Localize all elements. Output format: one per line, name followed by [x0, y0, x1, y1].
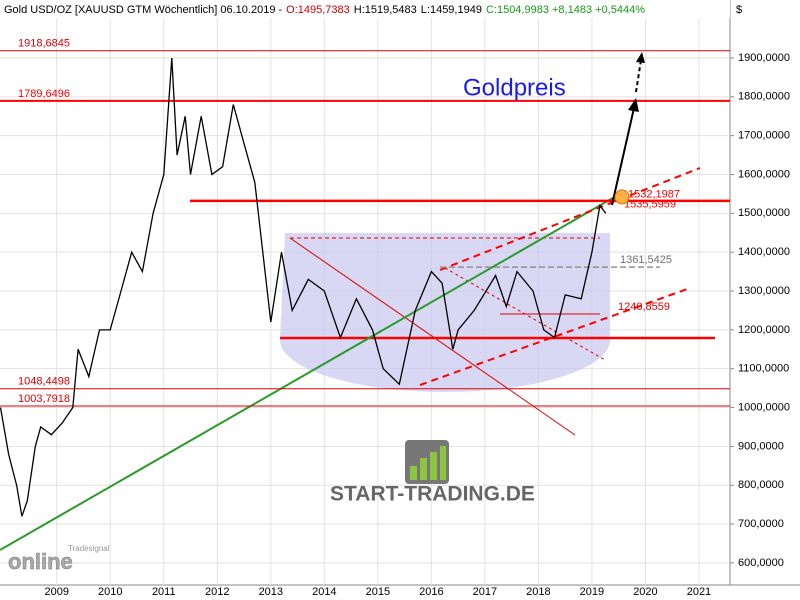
header-value: H:1519,5483	[354, 4, 417, 16]
trend-line	[289, 237, 576, 436]
y-tick-label: 1500,0000	[738, 207, 790, 219]
logo-icon	[410, 466, 417, 480]
arrow-head	[636, 52, 645, 63]
y-tick-label: 1200,0000	[738, 324, 790, 336]
y-tick-label: 1300,0000	[738, 285, 790, 297]
marker	[614, 189, 630, 205]
y-tick-label: 1800,0000	[738, 91, 790, 103]
header-value: L:1459,1949	[421, 4, 482, 16]
currency: $	[736, 4, 742, 16]
trend-line	[0, 194, 619, 551]
x-tick-label: 2016	[419, 586, 443, 598]
x-tick-label: 2014	[312, 586, 336, 598]
level-label: 1048,4498	[18, 376, 70, 388]
arrow	[611, 107, 635, 206]
header-bar	[0, 0, 730, 18]
x-tick-label: 2013	[259, 586, 283, 598]
header-title: Gold USD/OZ [XAUUSD GTM Wöchentlich] 06.…	[4, 4, 282, 16]
header-value: C:1504,9983 +8,1483 +0,5444%	[486, 4, 645, 16]
x-tick-label: 2012	[205, 586, 229, 598]
x-tick-label: 2018	[526, 586, 550, 598]
x-tick-label: 2017	[473, 586, 497, 598]
y-tick-label: 700,0000	[738, 518, 784, 530]
level-label: 1003,7918	[18, 393, 70, 405]
level-label: 1789,6496	[18, 88, 70, 100]
x-tick-label: 2021	[687, 586, 711, 598]
x-tick-label: 2020	[633, 586, 657, 598]
x-tick-label: 2011	[152, 586, 176, 598]
y-tick-label: 1600,0000	[738, 168, 790, 180]
price-line	[0, 57, 607, 517]
channel-line	[439, 167, 701, 271]
y-tick-label: 1900,0000	[738, 52, 790, 64]
level-label: 1918,6845	[18, 38, 70, 50]
y-tick-label: 1700,0000	[738, 130, 790, 142]
arrow-head	[628, 98, 639, 112]
x-tick-label: 2009	[44, 586, 68, 598]
arrow	[635, 59, 642, 93]
annotation: Goldpreis	[463, 74, 566, 101]
logo-icon	[430, 452, 437, 480]
x-tick-label: 2019	[580, 586, 604, 598]
level-label: 1535,5959	[624, 198, 676, 210]
level-label: 1532,1987	[628, 189, 680, 201]
logo-icon	[440, 446, 446, 480]
y-tick-label: 1100,0000	[738, 363, 789, 375]
header-value: O:1495,7383	[286, 4, 350, 16]
watermark-small: Tradesignal	[68, 544, 110, 553]
y-tick-label: 900,0000	[738, 440, 784, 452]
plot	[0, 57, 607, 517]
x-tick-label: 2010	[98, 586, 122, 598]
levels: 1918,6845 1789,6496 1048,4498 1003,7918 1532…	[0, 38, 730, 407]
y-tick-label: 1000,0000	[738, 401, 790, 413]
level-label: 1361,5425	[620, 254, 672, 266]
y-tick-label: 1400,0000	[738, 246, 790, 258]
y-tick-label: 600,0000	[738, 557, 784, 569]
logo-icon	[420, 458, 427, 480]
level-label: 1240,8559	[618, 301, 670, 313]
header: Gold USD/OZ [XAUUSD GTM Wöchentlich] 06.…	[4, 4, 645, 16]
watermark: online	[8, 549, 73, 574]
y-tick-label: 800,0000	[738, 479, 784, 491]
x-tick-label: 2015	[366, 586, 390, 598]
cup-shading	[280, 233, 610, 392]
logo-text: START-TRADING.DE	[330, 483, 535, 506]
